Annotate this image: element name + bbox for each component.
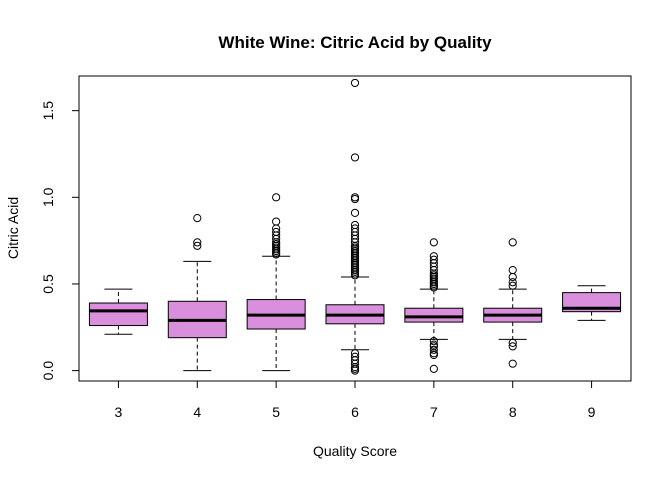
y-tick-label: 0.5	[40, 274, 56, 294]
y-tick-label: 0.0	[40, 361, 56, 381]
outlier-point	[508, 281, 517, 290]
box-quality-9	[562, 285, 622, 321]
outlier-point	[429, 252, 438, 261]
x-tick-label: 4	[193, 404, 201, 420]
outlier-point	[350, 208, 360, 218]
outlier-point	[350, 220, 360, 230]
outlier-point	[508, 238, 517, 247]
chart-title: White Wine: Citric Acid by Quality	[218, 33, 492, 52]
outlier-point	[508, 265, 517, 275]
x-tick-label: 7	[430, 404, 438, 420]
box-quality-3	[88, 288, 148, 335]
outlier-point	[508, 272, 517, 282]
y-tick-label: 1.5	[40, 101, 56, 121]
outlier-point	[429, 345, 438, 354]
box-quality-5	[246, 193, 306, 372]
outlier-point	[350, 153, 360, 162]
outlier-point	[429, 364, 438, 373]
box-quality-4	[167, 214, 227, 372]
x-tick-label: 9	[588, 404, 596, 420]
box-quality-7	[404, 238, 464, 373]
outlier-point	[350, 193, 360, 202]
outlier-point	[193, 214, 202, 223]
x-tick-label: 6	[351, 404, 359, 420]
outlier-point	[508, 338, 517, 347]
x-tick-label: 8	[509, 404, 517, 420]
x-tick-label: 5	[272, 404, 280, 420]
outlier-point	[508, 278, 517, 287]
y-tick-label: 1.0	[40, 187, 56, 207]
outlier-point	[429, 238, 438, 247]
outlier-point	[272, 227, 281, 237]
y-axis: 0.0 0.5 1.0 1.5	[40, 101, 80, 381]
outlier-point	[272, 217, 281, 226]
iqr-box	[88, 302, 148, 327]
outlier-point	[429, 340, 438, 349]
y-axis-label: Citric Acid	[5, 197, 21, 259]
x-axis-label: Quality Score	[313, 443, 397, 459]
iqr-box	[404, 307, 464, 323]
boxes-group	[88, 78, 622, 375]
outlier-point	[350, 224, 360, 233]
x-axis: 3 4 5 6 7 8 9	[115, 381, 596, 420]
box-quality-6	[325, 78, 385, 375]
outlier-point	[429, 337, 438, 346]
outlier-point	[508, 342, 517, 351]
outlier-point	[508, 359, 517, 368]
outlier-point	[350, 352, 360, 361]
outlier-point	[272, 193, 281, 202]
outlier-point	[193, 238, 202, 247]
outlier-point	[350, 194, 360, 204]
outlier-point	[429, 255, 438, 264]
x-tick-label: 3	[115, 404, 123, 420]
outlier-point	[193, 241, 202, 250]
box-quality-8	[483, 238, 543, 368]
outlier-point	[350, 349, 360, 358]
outlier-point	[350, 78, 360, 88]
